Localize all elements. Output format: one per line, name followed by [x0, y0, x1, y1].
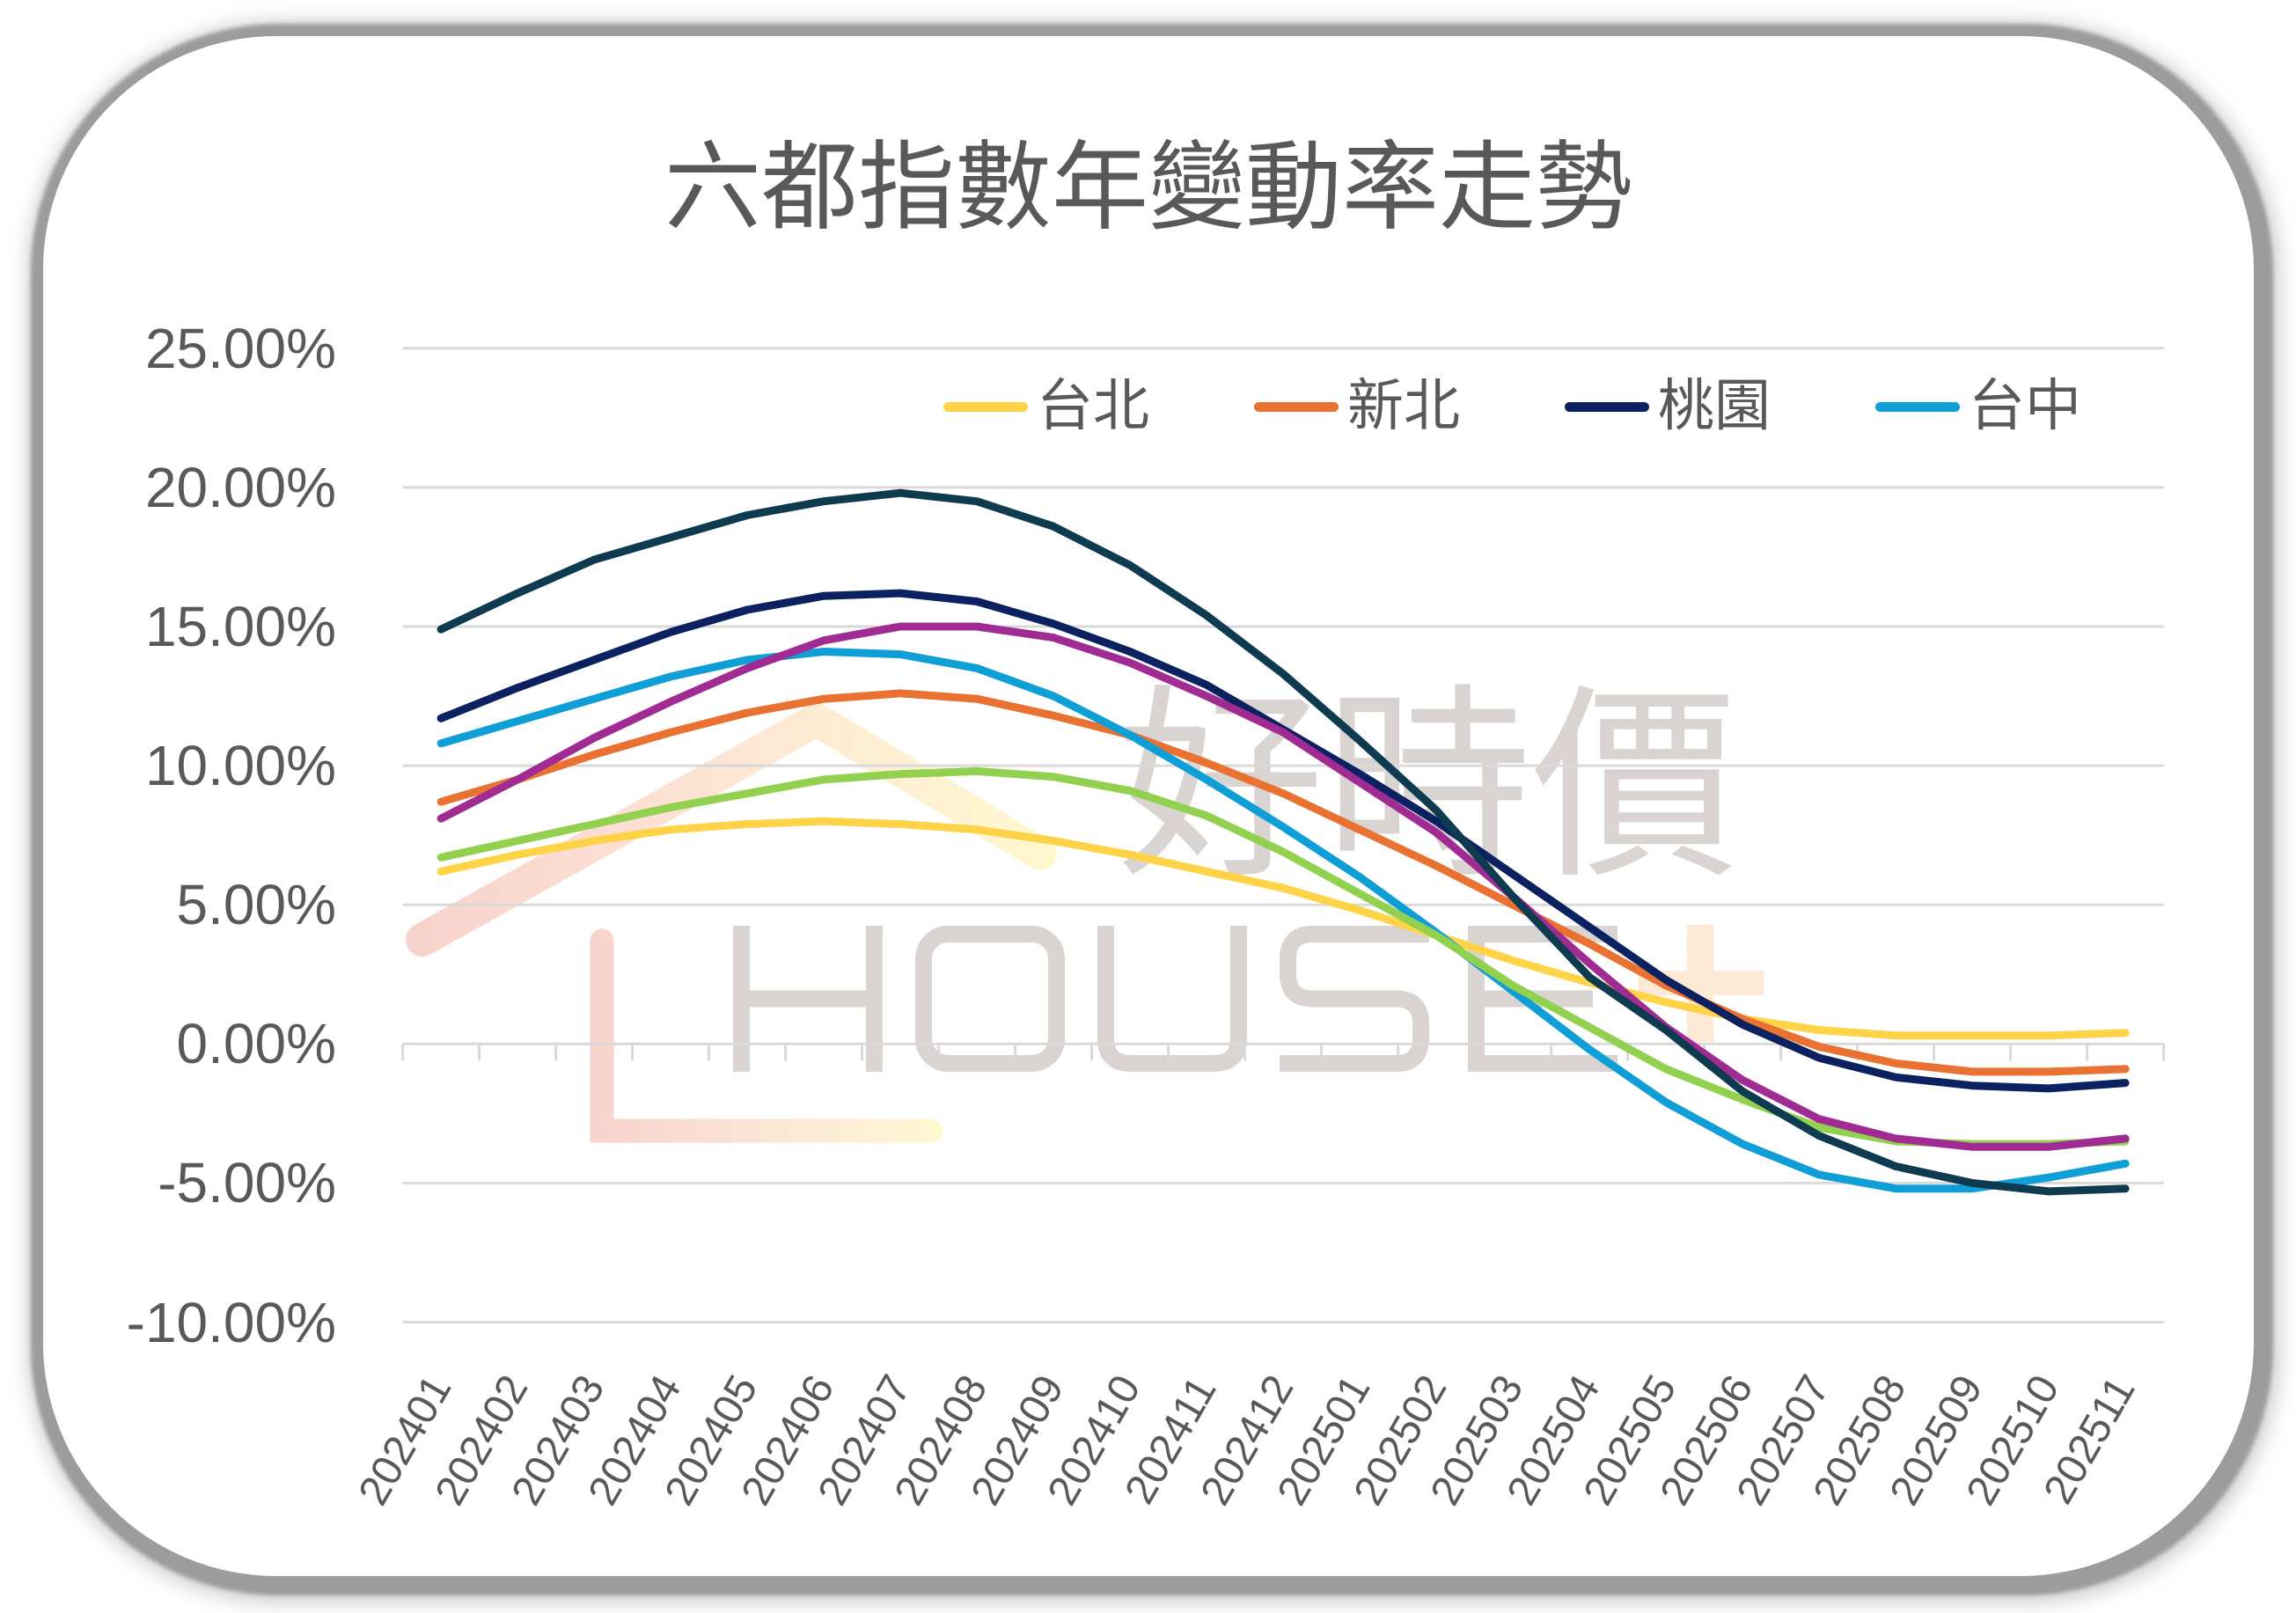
- chart-title: 六都指數年變動率走勢: [664, 131, 1632, 244]
- y-axis-tick-label: 0.00%: [176, 1012, 336, 1076]
- legend-label: 新北: [1347, 374, 1460, 439]
- legend-item-new-taipei: 新北: [1254, 374, 1460, 439]
- house-wall-icon: [590, 928, 943, 1143]
- series-line-4: [436, 648, 2130, 1193]
- y-axis-tick-label: 25.00%: [144, 316, 336, 380]
- watermark-logo: 好時價: [406, 667, 1764, 1143]
- series-line-6: [436, 622, 2130, 1151]
- y-axis-tick-label: -10.00%: [126, 1290, 336, 1354]
- y-axis-tick-label: 20.00%: [144, 455, 336, 519]
- legend-label: 台北: [1037, 374, 1149, 439]
- legend-item-taichung: 台中: [1875, 374, 2081, 439]
- legend-item-taoyuan: 桃園: [1565, 374, 1771, 439]
- chart-card: [43, 36, 2254, 1576]
- legend-item-taipei: 台北: [943, 374, 1149, 439]
- house-roof-icon: [406, 700, 1057, 957]
- legend-label: 桃園: [1658, 374, 1771, 439]
- y-axis-tick-label: 5.00%: [176, 873, 336, 937]
- legend-label: 台中: [1969, 374, 2081, 439]
- series-line-7: [436, 488, 2130, 1196]
- legend-line-swatch: [1565, 401, 1649, 412]
- legend-line-swatch: [943, 401, 1028, 412]
- y-axis-tick-label: -5.00%: [158, 1151, 336, 1215]
- gridlines: [401, 347, 2166, 1323]
- y-axis-tick-label: 15.00%: [144, 595, 336, 658]
- data-series: [436, 488, 2130, 1196]
- legend-line-swatch: [1875, 401, 1960, 412]
- series-line-5: [436, 766, 2130, 1148]
- legend-line-swatch: [1254, 401, 1339, 412]
- watermark-brand-wordmark: [733, 926, 1617, 1072]
- series-line-1: [436, 817, 2130, 1040]
- series-line-2: [436, 689, 2130, 1076]
- y-axis-tick-label: 10.00%: [144, 734, 336, 798]
